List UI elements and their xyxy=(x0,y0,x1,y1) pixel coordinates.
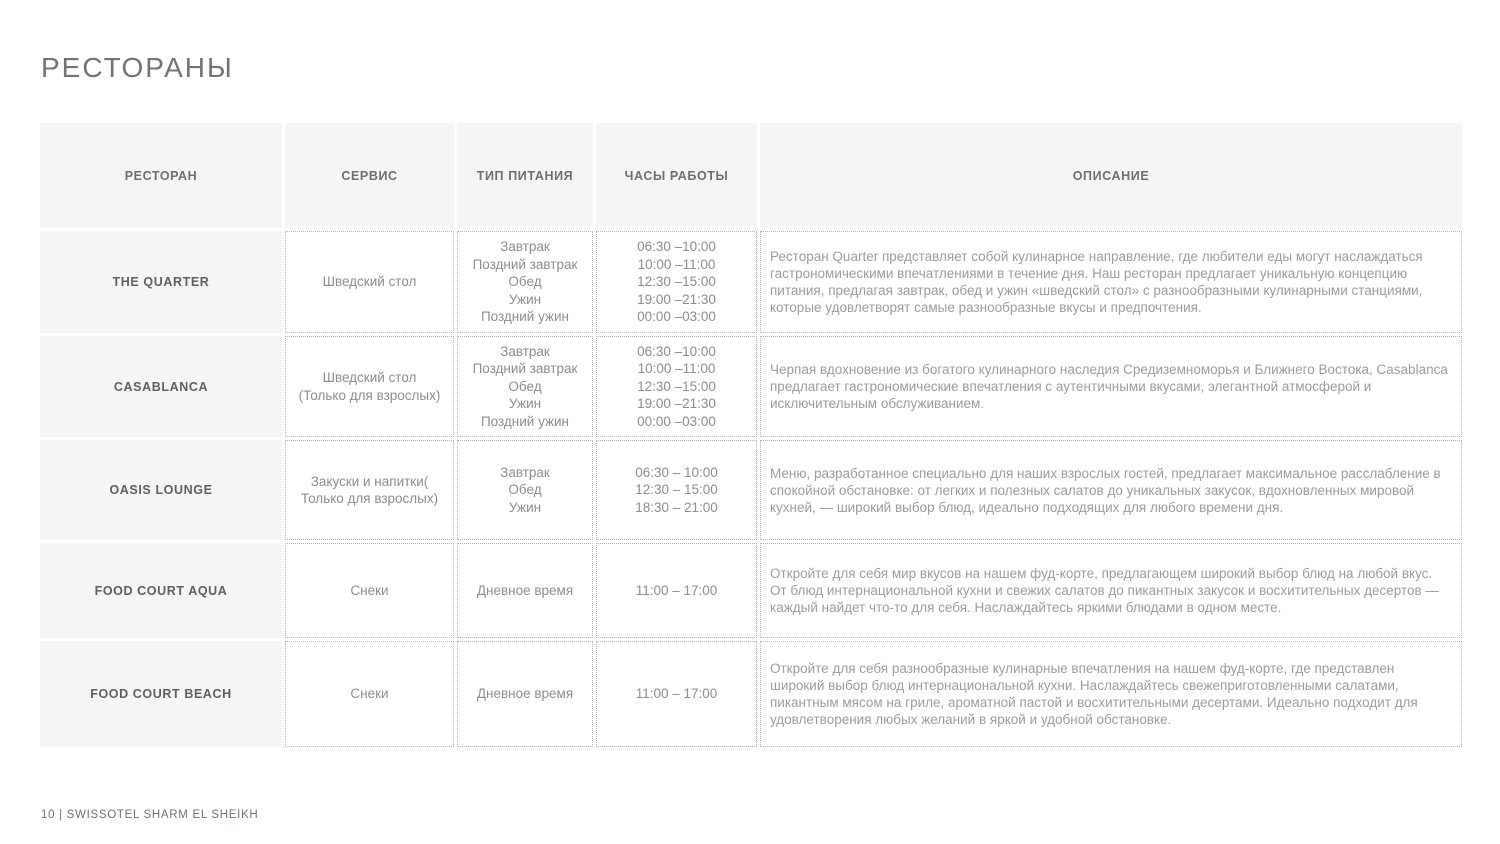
restaurant-name-cell: FOOD COURT BEACH xyxy=(40,641,282,747)
header-cell-description: ОПИСАНИЕ xyxy=(760,123,1462,228)
service-cell: Закуски и напитки( Только для взрослых) xyxy=(285,440,454,540)
meal-type-cell: Завтрак Поздний завтрак Обед Ужин Поздний уж… xyxy=(457,336,593,437)
service-cell: Шведский стол (Только для взрослых) xyxy=(285,336,454,437)
restaurant-name-cell: FOOD COURT AQUA xyxy=(40,543,282,638)
hours-cell: 11:00 – 17:00 xyxy=(596,641,757,747)
service-line: Шведский стол xyxy=(322,274,417,290)
hours-line: 06:30 –10:00 xyxy=(637,239,716,255)
description-cell: Ресторан Quarter представляет собой кули… xyxy=(760,231,1462,333)
hours-cell: 06:30 –10:00 10:00 –11:00 12:30 –15:00 19:0… xyxy=(596,336,757,437)
meal-type-cell: Дневное время xyxy=(457,543,593,638)
restaurant-name-cell: OASIS LOUNGE xyxy=(40,440,282,540)
service-line: Только для взрослых) xyxy=(300,491,439,506)
hours-line: 00:00 –03:00 xyxy=(637,309,716,325)
meal-type-cell: Завтрак Обед Ужин xyxy=(457,440,593,540)
hours-line: 11:00 – 17:00 xyxy=(635,582,718,598)
hours-line: 06:30 – 10:00 xyxy=(635,464,718,480)
hours-line: 10:00 –11:00 xyxy=(637,256,716,272)
meal-line: Обед xyxy=(508,482,542,498)
header-cell-restaurant: РЕСТОРАН xyxy=(40,123,282,228)
service-cell: Снеки xyxy=(285,641,454,747)
hours-line: 19:00 –21:30 xyxy=(637,291,716,307)
page-title: РЕСТОРАНЫ xyxy=(41,52,234,83)
meal-line: Ужин xyxy=(508,499,542,515)
hours-line: 19:00 –21:30 xyxy=(637,396,716,412)
description-cell: Меню, разработанное специально для наших… xyxy=(760,440,1462,540)
restaurant-name-cell: THE QUARTER xyxy=(40,231,282,333)
description-cell: Откройте для себя мир вкусов на нашем фу… xyxy=(760,543,1462,638)
restaurant-name-cell: CASABLANCA xyxy=(40,336,282,437)
header-cell-meal-type: ТИП ПИТАНИЯ xyxy=(457,123,593,228)
meal-line: Дневное время xyxy=(476,686,574,702)
hours-cell: 06:30 – 10:00 12:30 – 15:00 18:30 – 21:00 xyxy=(596,440,757,540)
hours-line: 12:30 –15:00 xyxy=(637,274,716,290)
description-cell: Черпая вдохновение из богатого кулинарно… xyxy=(760,336,1462,437)
meal-line: Дневное время xyxy=(476,582,574,598)
description-text: Откройте для себя мир вкусов на нашем фу… xyxy=(770,566,1439,615)
header-cell-hours: ЧАСЫ РАБОТЫ xyxy=(596,123,757,228)
meal-line: Обед xyxy=(508,378,542,394)
hours-cell: 06:30 –10:00 10:00 –11:00 12:30 –15:00 19:0… xyxy=(596,231,757,333)
meal-line: Завтрак xyxy=(500,464,550,480)
header-cell-service: СЕРВИС xyxy=(285,123,454,228)
meal-type-cell: Дневное время xyxy=(457,641,593,747)
restaurants-table: РЕСТОРАН СЕРВИС ТИП ПИТАНИЯ ЧАСЫ РАБОТЫ … xyxy=(40,123,1462,747)
hours-line: 12:30 –15:00 xyxy=(637,378,716,394)
service-cell: Шведский стол xyxy=(285,231,454,333)
meal-line: Обед xyxy=(508,274,542,290)
page-footer: 10 | SWISSOTEL SHARM EL SHEIKH xyxy=(41,809,259,821)
description-text: Ресторан Quarter представляет собой кули… xyxy=(770,249,1423,315)
hours-line: 12:30 – 15:00 xyxy=(635,482,718,498)
description-text: Черпая вдохновение из богатого кулинарно… xyxy=(770,362,1448,411)
hours-cell: 11:00 – 17:00 xyxy=(596,543,757,638)
hours-line: 11:00 – 17:00 xyxy=(635,686,718,702)
service-cell: Снеки xyxy=(285,543,454,638)
service-line: Шведский стол xyxy=(322,370,417,385)
meal-line: Ужин xyxy=(508,396,542,412)
hours-line: 18:30 – 21:00 xyxy=(635,499,718,515)
service-line: Закуски и напитки( xyxy=(310,473,429,489)
meal-line: Завтрак xyxy=(500,239,550,255)
description-text: Откройте для себя разнообразные кулинарн… xyxy=(770,661,1418,727)
meal-line: Поздний ужин xyxy=(480,309,570,325)
hours-line: 06:30 –10:00 xyxy=(637,343,716,359)
service-line: Снеки xyxy=(350,582,389,598)
hours-line: 10:00 –11:00 xyxy=(637,361,716,377)
hours-line: 00:00 –03:00 xyxy=(637,413,716,429)
description-text: Меню, разработанное специально для наших… xyxy=(770,465,1441,515)
meal-line: Поздний завтрак xyxy=(472,256,578,272)
service-line: Снеки xyxy=(350,686,389,702)
meal-type-cell: Завтрак Поздний завтрак Обед Ужин Поздний уж… xyxy=(457,231,593,333)
description-cell: Откройте для себя разнообразные кулинарн… xyxy=(760,641,1462,747)
service-line: (Только для взрослых) xyxy=(298,387,441,403)
meal-line: Ужин xyxy=(508,291,542,307)
meal-line: Поздний ужин xyxy=(480,413,570,429)
meal-line: Завтрак xyxy=(500,343,550,359)
meal-line: Поздний завтрак xyxy=(472,361,578,377)
